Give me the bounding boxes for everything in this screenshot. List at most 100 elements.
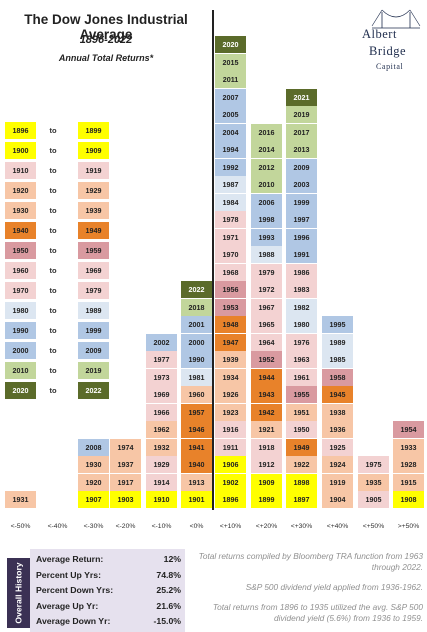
chart-subtitle: Annual Total Returns* [58, 53, 154, 63]
decade-to-label: to [49, 326, 57, 335]
history-stat-value: -15.0% [153, 616, 181, 627]
year-cell: 1948 [215, 316, 246, 333]
year-cell: 1974 [110, 438, 141, 456]
history-stat-value: 25.2% [156, 585, 181, 596]
decade-year-cell: 1959 [78, 242, 109, 259]
bin-label: <-50% [10, 523, 31, 530]
year-cell: 1899 [251, 491, 282, 508]
year-cell: 1898 [286, 473, 317, 491]
decade-year-cell: 1969 [78, 262, 109, 279]
history-stat: Percent Up Yrs: 74.8% [36, 570, 181, 580]
bridge-logo-icon [371, 9, 421, 29]
year-cell: 1966 [146, 403, 177, 421]
footnote: S&P 500 dividend yield applied from 1936… [245, 582, 423, 592]
year-cell: 1997 [286, 211, 317, 228]
history-stat-value: 74.8% [156, 569, 181, 580]
year-cell: 2020 [215, 36, 246, 53]
decade-to-label: to [49, 186, 57, 195]
year-cell: 1960 [181, 386, 212, 403]
year-cell: 1918 [251, 438, 282, 456]
year-cell: 1910 [146, 491, 177, 508]
year-cell: 1906 [215, 456, 246, 473]
decade-to-label: to [49, 266, 57, 275]
year-cell: 1957 [181, 403, 212, 421]
year-cell: 1939 [215, 351, 246, 368]
year-cell: 1975 [358, 456, 389, 473]
year-cell: 1976 [286, 333, 317, 351]
year-cell: 1999 [286, 193, 317, 211]
year-cell: 1970 [215, 246, 246, 263]
year-cell: 1921 [251, 421, 282, 438]
year-cell: 1952 [251, 351, 282, 368]
year-cell: 1941 [181, 438, 212, 456]
decade-year-cell: 2019 [78, 362, 109, 379]
year-cell: 1924 [322, 456, 353, 473]
decade-to-label: to [49, 126, 57, 135]
year-cell: 1945 [322, 386, 353, 403]
decade-to-label: to [49, 366, 57, 375]
year-cell: 1905 [358, 491, 389, 508]
decade-year-cell: 1999 [78, 322, 109, 339]
year-cell: 2021 [286, 88, 317, 106]
year-cell: 1978 [215, 211, 246, 228]
year-cell: 1982 [286, 298, 317, 316]
year-cell: 1907 [78, 491, 109, 508]
year-cell: 1923 [215, 403, 246, 421]
history-stat: Average Return: 12% [36, 554, 181, 564]
bin-label: <-40% [47, 523, 68, 530]
year-cell: 1987 [215, 176, 246, 193]
history-stat: Average Down Yr: -15.0% [36, 616, 181, 626]
bin-label: <+10% [219, 523, 242, 530]
year-cell: 1928 [393, 456, 424, 473]
history-stat-value: 12% [163, 554, 181, 564]
year-cell: 2018 [181, 298, 212, 316]
footnote: Total returns compiled by Bloomberg TRA … [198, 551, 423, 572]
year-cell: 1955 [286, 386, 317, 403]
year-cell: 1971 [215, 228, 246, 246]
decade-year-cell: 1990 [5, 322, 36, 339]
year-cell: 1914 [146, 473, 177, 491]
year-cell: 1963 [286, 351, 317, 368]
year-cell: 1951 [286, 403, 317, 421]
year-cell: 1954 [393, 421, 424, 438]
year-cell: 1958 [322, 368, 353, 386]
decade-year-cell: 2020 [5, 382, 36, 399]
year-cell: 2017 [286, 123, 317, 141]
year-cell: 1942 [251, 403, 282, 421]
year-cell: 2013 [286, 141, 317, 158]
year-cell: 1988 [251, 246, 282, 263]
year-cell: 1901 [181, 491, 212, 508]
year-cell: 1909 [251, 473, 282, 491]
year-cell: 1922 [286, 456, 317, 473]
history-stat-value: 21.6% [156, 600, 181, 611]
bin-label: >+50% [397, 523, 420, 530]
year-cell: 1984 [215, 193, 246, 211]
year-cell: 1936 [322, 421, 353, 438]
decade-to-label: to [49, 386, 57, 395]
year-cell: 1943 [251, 386, 282, 403]
year-cell: 1980 [286, 316, 317, 333]
year-cell: 2011 [215, 71, 246, 88]
year-cell: 1902 [215, 473, 246, 491]
year-cell: 1903 [110, 491, 141, 508]
bin-label: <+20% [255, 523, 278, 530]
overall-history-panel: Average Return: 12% Percent Up Yrs: 74.8% Pe… [30, 549, 185, 632]
decade-year-cell: 2000 [5, 342, 36, 359]
chart-years: 1896-2022 [79, 34, 133, 46]
zero-divider-line [212, 10, 214, 510]
year-cell: 1933 [393, 438, 424, 456]
year-cell: 2000 [181, 333, 212, 351]
decade-year-cell: 1899 [78, 122, 109, 139]
year-cell: 1931 [5, 491, 36, 508]
year-cell: 1986 [286, 263, 317, 281]
chart-title: The Dow Jones Industrial Average [24, 12, 188, 42]
bin-label: <-20% [115, 523, 136, 530]
decade-to-label: to [49, 146, 57, 155]
decade-year-cell: 1896 [5, 122, 36, 139]
year-cell: 1981 [181, 368, 212, 386]
year-cell: 1983 [286, 281, 317, 298]
bin-label: <0% [189, 523, 204, 530]
decade-year-cell: 1950 [5, 242, 36, 259]
decade-year-cell: 1919 [78, 162, 109, 179]
year-cell: 2012 [251, 158, 282, 176]
